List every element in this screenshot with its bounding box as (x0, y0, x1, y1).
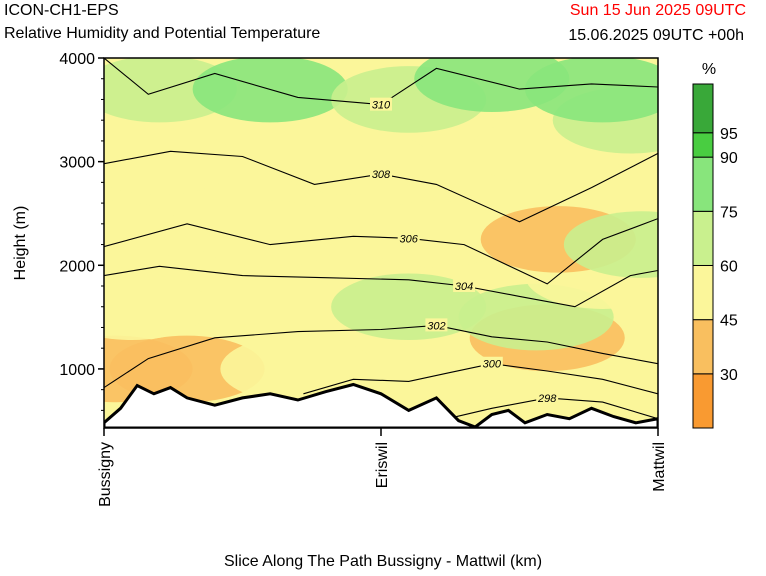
theta-contour-300 (303, 363, 658, 395)
theta-contour-302 (104, 324, 658, 389)
colorbar-band (692, 264, 714, 321)
humidity-sample (104, 273, 210, 341)
x-tick-label: Eriswil (374, 442, 391, 488)
contour-label: 304 (455, 281, 473, 293)
x-axis: Bussigny Eriswil Mattwil (97, 428, 668, 507)
chart-title: ICON-CH1-EPS (4, 2, 119, 19)
humidity-sample (192, 273, 348, 341)
humidity-sample (331, 273, 487, 341)
y-axis-label: Height (m) (12, 206, 29, 281)
y-tick-label: 1000 (59, 362, 95, 379)
contour-label: 302 (427, 320, 445, 332)
colorbar-label: 95 (720, 126, 738, 143)
humidity-sample (104, 200, 188, 268)
colorbar-band (692, 319, 714, 375)
colorbar-band (692, 132, 714, 158)
y-axis: 1000 2000 3000 4000 (59, 51, 104, 411)
colorbar-band (692, 83, 714, 134)
run-info: 15.06.2025 09UTC +00h (568, 27, 744, 44)
colorbar-unit: % (702, 61, 716, 78)
colorbar-band (692, 210, 714, 266)
colorbar-band (692, 156, 714, 212)
contour-label-bg (536, 390, 559, 404)
theta-contour-304 (104, 265, 658, 308)
contour-label-bg (480, 356, 503, 370)
colorbar-label: 60 (720, 258, 738, 275)
y-tick-label: 3000 (59, 155, 95, 172)
humidity-field (104, 58, 658, 403)
contour-label-bg (425, 318, 448, 332)
contour-label: 298 (537, 393, 557, 405)
contour-label-bg (370, 167, 392, 181)
chart-subtitle: Relative Humidity and Potential Temperat… (4, 25, 321, 42)
x-tick-label: Mattwil (651, 442, 668, 492)
humidity-sample (220, 335, 376, 403)
colorbar-label: 90 (720, 150, 738, 167)
x-tick-label: Bussigny (97, 442, 114, 507)
contour-label-bg (370, 97, 392, 111)
humidity-sample (525, 58, 658, 123)
colorbar: 30 45 60 75 90 95% (692, 61, 738, 429)
humidity-sample (109, 335, 265, 403)
colorbar-band (692, 373, 714, 429)
plot-area: 298 300 302 304 306 308 310 (104, 58, 658, 428)
colorbar-label: 45 (720, 313, 738, 330)
humidity-sample (358, 200, 514, 268)
colorbar-label: 75 (720, 204, 738, 221)
theta-contours: 298 300 302 304 306 308 310 (104, 58, 658, 420)
contour-label-bg (397, 231, 420, 245)
contour-label: 310 (372, 100, 391, 112)
humidity-sample (104, 128, 237, 195)
y-tick-label: 4000 (59, 51, 95, 68)
humidity-sample (275, 128, 431, 195)
colorbar-label: 30 (720, 367, 738, 384)
terrain (104, 382, 658, 428)
humidity-sample (192, 200, 348, 268)
y-tick-label: 2000 (59, 258, 95, 275)
valid-time: Sun 15 Jun 2025 09UTC (569, 2, 746, 19)
contour-label-bg (453, 279, 476, 293)
x-axis-label: Slice Along The Path Bussigny - Mattwil … (223, 553, 543, 570)
humidity-sample (192, 58, 348, 123)
contour-label: 300 (483, 359, 502, 371)
contour-label: 308 (372, 169, 391, 181)
contour-label: 306 (400, 233, 419, 245)
